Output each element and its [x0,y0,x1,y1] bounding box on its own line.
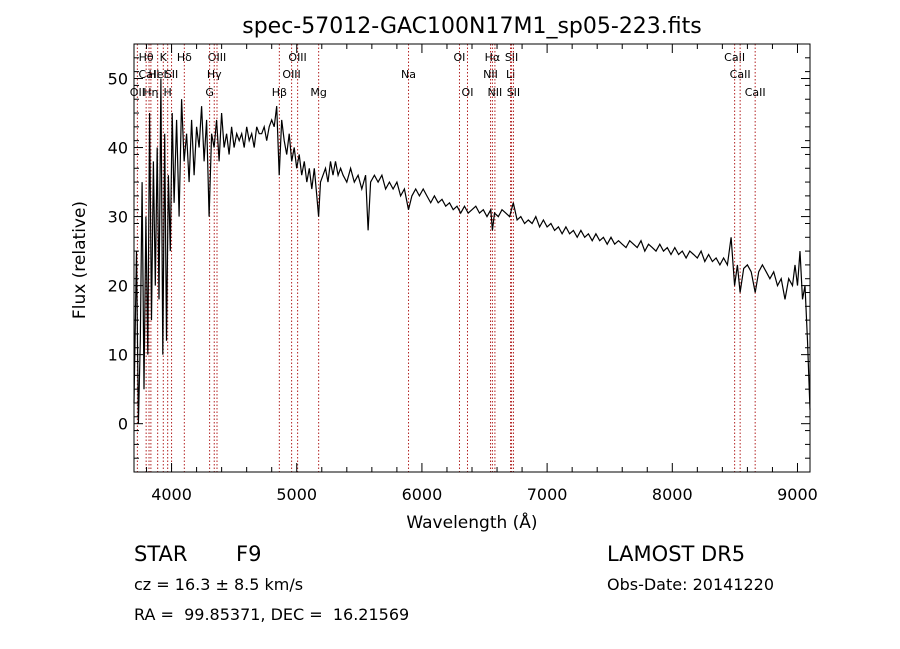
spectral-line-label: SII [507,86,520,99]
y-tick-label: 30 [108,208,128,227]
spectral-line-label: Hβ [272,86,287,99]
spectral-line-label: CaII [730,68,751,81]
spectral-line-label: NII [483,68,498,81]
spectral-line-label: HeI [149,68,167,81]
spectral-line-label: NII [488,86,503,99]
spectral-line-label: Li [506,68,515,81]
axes: 4000 5000 6000 7000 8000 9000 0 10 20 30 40 50 [108,43,818,504]
object-class: STAR [134,542,188,566]
spectral-line-label: OIII [288,51,306,64]
y-tick-label: 40 [108,139,128,158]
x-tick-label: 8000 [652,485,693,504]
x-tick-label: 5000 [276,485,317,504]
x-tick-label: 9000 [777,485,818,504]
spectral-line-label: Hη [143,86,158,99]
chart-title: spec-57012-GAC100N17M1_sp05-223.fits [242,14,702,39]
survey-name: LAMOST DR5 [607,542,746,566]
y-tick-label: 50 [108,70,128,89]
spectral-line-label: K [160,51,168,64]
spectral-line-label: G [205,86,214,99]
spectral-line-label: OI [454,51,466,64]
spectral-line-label: Mg [310,86,326,99]
y-tick-label: 20 [108,277,128,296]
coordinates: RA = 99.85371, DEC = 16.21569 [134,605,410,624]
spectral-line-label: OIII [208,51,226,64]
spectrum-series [133,78,811,424]
x-axis-label: Wavelength (Å) [406,511,537,533]
x-tick-label: 7000 [527,485,568,504]
spectral-line-label: Hγ [207,68,222,81]
y-tick-label: 10 [108,346,128,365]
spectral-line-label: Na [401,68,416,81]
spectral-line-label: SII [505,51,518,64]
observation-date: Obs-Date: 20141220 [607,575,775,594]
spectral-line-label: Hθ [139,51,154,64]
x-tick-label: 4000 [151,485,192,504]
spectral-line-label: CaII [139,68,160,81]
object-subclass: F9 [236,542,262,566]
spectral-line-label: CaII [745,86,766,99]
spectral-line-label: OIII [282,68,300,81]
spectral-line-label: CaII [724,51,745,64]
x-tick-label: 6000 [402,485,443,504]
spectrum-line [133,78,811,424]
spectral-line-label: Hδ [177,51,192,64]
spectral-line-label: OI [462,86,474,99]
y-tick-label: 0 [118,415,128,434]
redshift-value: cz = 16.3 ± 8.5 km/s [134,575,304,594]
spectral-line-label: SII [165,68,178,81]
spectral-line-label: H [164,86,172,99]
y-axis-label: Flux (relative) [70,201,90,319]
spectral-line-label: Hα [485,51,501,64]
plot-frame [133,43,811,473]
